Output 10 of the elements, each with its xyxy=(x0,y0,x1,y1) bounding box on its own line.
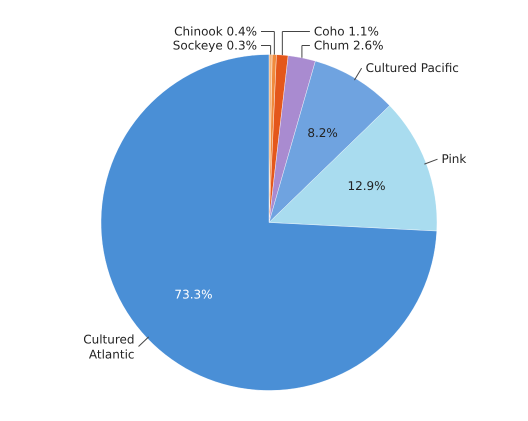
slice-label: Cultured Atlantic xyxy=(83,332,135,362)
slice-label: Pink xyxy=(442,152,466,166)
slice-label: Chinook 0.4% xyxy=(174,24,257,38)
slice-label: Sockeye 0.3% xyxy=(172,38,257,52)
data-label: 8.2% xyxy=(307,126,338,140)
data-label: 73.3% xyxy=(174,287,213,302)
slice-label: Coho 1.1% xyxy=(314,24,379,38)
data-label: 12.9% xyxy=(347,178,386,193)
slice-label: Chum 2.6% xyxy=(314,38,384,52)
slice-label: Cultured Pacific xyxy=(366,61,459,76)
